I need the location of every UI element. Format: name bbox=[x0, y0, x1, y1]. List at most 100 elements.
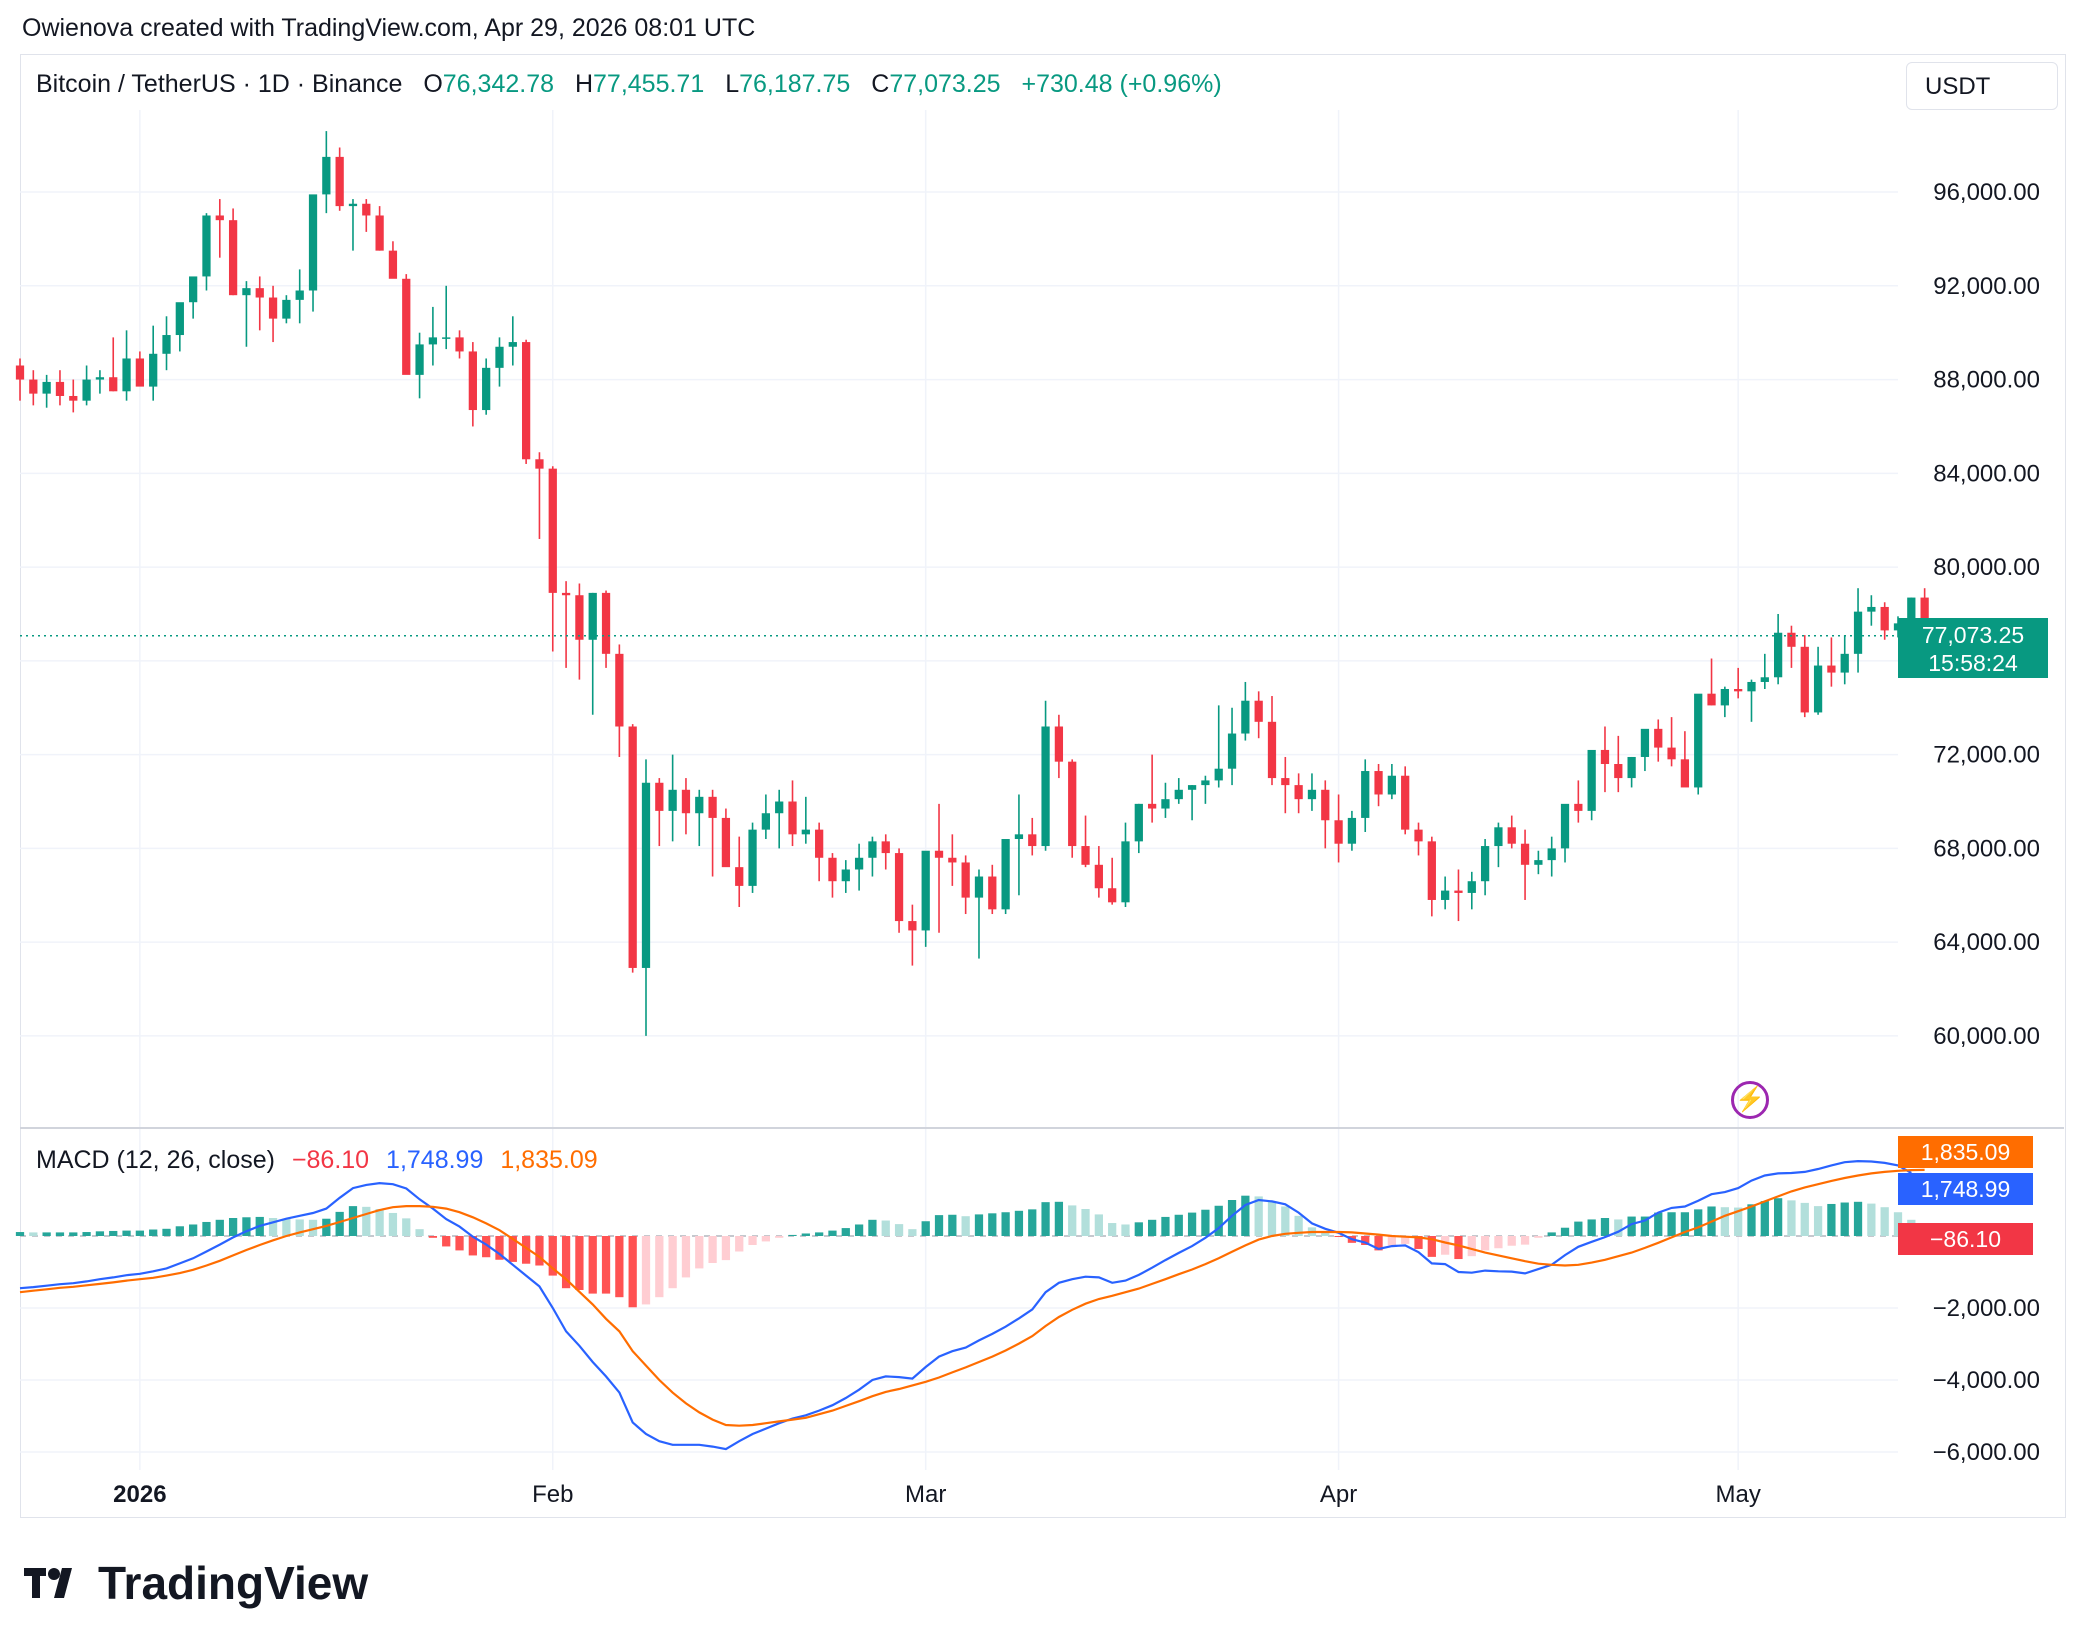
histogram-bar bbox=[1627, 1216, 1636, 1236]
histogram-bar bbox=[1587, 1219, 1596, 1236]
candle-body bbox=[948, 857, 957, 863]
macd-line-value: 1,748.99 bbox=[386, 1146, 484, 1174]
histogram-bar bbox=[775, 1236, 784, 1238]
histogram-bar bbox=[149, 1229, 158, 1236]
histogram-bar bbox=[228, 1218, 238, 1236]
macd-signal-value: 1,835.09 bbox=[500, 1146, 598, 1174]
candle-body bbox=[1174, 789, 1183, 800]
candle-body bbox=[1840, 653, 1849, 673]
candle-body bbox=[1147, 803, 1157, 809]
candle-body bbox=[801, 829, 810, 835]
histogram-bar bbox=[1560, 1227, 1570, 1236]
candle-body bbox=[1187, 785, 1197, 790]
histogram-bar bbox=[841, 1228, 850, 1236]
histogram-bar bbox=[335, 1211, 344, 1236]
histogram-bar bbox=[202, 1221, 211, 1236]
histogram-bar bbox=[868, 1219, 877, 1236]
candle-body bbox=[55, 381, 65, 396]
price-axis-label: 88,000.00 bbox=[1933, 367, 2040, 394]
histogram-bar bbox=[1227, 1200, 1237, 1236]
histogram-bar bbox=[482, 1236, 491, 1258]
histogram-bar bbox=[415, 1229, 424, 1236]
candle-body bbox=[1813, 665, 1823, 713]
candle-body bbox=[162, 335, 171, 354]
candle-body bbox=[388, 250, 398, 279]
candle-body bbox=[122, 358, 131, 392]
close-value: 77,073.25 bbox=[889, 70, 1001, 98]
histogram-bar bbox=[881, 1220, 890, 1236]
histogram-bar bbox=[42, 1232, 51, 1236]
candle-body bbox=[1454, 890, 1463, 893]
histogram-bar bbox=[655, 1236, 664, 1298]
histogram-bar bbox=[628, 1236, 637, 1308]
candle-body bbox=[788, 801, 797, 835]
histogram-bar bbox=[1201, 1209, 1210, 1236]
histogram-bar bbox=[961, 1216, 970, 1236]
candle-body bbox=[748, 829, 757, 886]
close-label: C bbox=[871, 70, 890, 98]
histogram-bar bbox=[82, 1232, 91, 1236]
histogram-bar bbox=[1747, 1204, 1756, 1236]
histogram-bar bbox=[908, 1229, 917, 1236]
histogram-bar bbox=[1281, 1206, 1290, 1236]
histogram-bar bbox=[308, 1219, 318, 1236]
histogram-bar bbox=[1800, 1202, 1809, 1236]
candle-body bbox=[1441, 890, 1450, 900]
histogram-bar bbox=[988, 1213, 997, 1236]
candle-body bbox=[1520, 843, 1530, 865]
candle-body bbox=[1574, 803, 1583, 811]
histogram-bar bbox=[748, 1236, 757, 1245]
candle-body bbox=[934, 850, 944, 858]
histogram-bar bbox=[348, 1206, 358, 1236]
candle-body bbox=[375, 215, 384, 251]
histogram-bar bbox=[1520, 1236, 1530, 1245]
symbol-legend: Bitcoin / TetherUS · 1D · Binance O76,34… bbox=[36, 70, 1222, 99]
lightning-icon[interactable]: ⚡ bbox=[1731, 1081, 1769, 1119]
candle-body bbox=[628, 726, 637, 968]
tradingview-logo[interactable]: TradingView bbox=[24, 1556, 368, 1610]
candle-body bbox=[1387, 775, 1397, 795]
candle-body bbox=[295, 290, 304, 300]
candle-body bbox=[202, 215, 211, 277]
candle-body bbox=[1347, 817, 1357, 844]
histogram-bar bbox=[455, 1236, 464, 1251]
histogram-bar bbox=[828, 1230, 837, 1236]
histogram-bar bbox=[295, 1219, 304, 1236]
price-axis-label: 68,000.00 bbox=[1933, 835, 2040, 862]
histogram-value-tag: −86.10 bbox=[1898, 1223, 2033, 1256]
histogram-bar bbox=[1640, 1216, 1650, 1236]
candle-body bbox=[908, 921, 917, 931]
candle-body bbox=[215, 215, 224, 221]
candle-body bbox=[1241, 700, 1250, 734]
candle-body bbox=[69, 395, 78, 401]
candle-body bbox=[1507, 827, 1516, 844]
candle-body bbox=[974, 876, 984, 898]
histogram-bar bbox=[974, 1214, 984, 1236]
time-axis-label: Apr bbox=[1320, 1481, 1357, 1508]
candle-body bbox=[508, 342, 517, 347]
candle-body bbox=[1747, 681, 1756, 692]
price-axis: 60,000.0064,000.0068,000.0072,000.0076,0… bbox=[1933, 179, 2040, 1466]
currency-selector[interactable]: USDT bbox=[1906, 62, 2058, 110]
candle-body bbox=[1267, 721, 1277, 779]
histogram-bar bbox=[95, 1231, 105, 1236]
candle-body bbox=[15, 365, 25, 380]
candle-body bbox=[1853, 611, 1863, 654]
histogram-bar bbox=[508, 1236, 517, 1262]
candle-body bbox=[1014, 834, 1024, 840]
histogram-bar bbox=[1094, 1214, 1103, 1236]
candle-body bbox=[535, 459, 544, 469]
candle-body bbox=[268, 297, 278, 319]
histogram-bar bbox=[1321, 1232, 1330, 1236]
histogram-bar bbox=[1361, 1236, 1370, 1245]
histogram-bar bbox=[1108, 1223, 1117, 1236]
histogram-bar bbox=[708, 1236, 717, 1263]
candle-body bbox=[1640, 728, 1650, 757]
last-price-tag: 77,073.25 15:58:24 bbox=[1898, 617, 2048, 678]
candle-body bbox=[1227, 733, 1237, 769]
histogram-bar bbox=[934, 1215, 944, 1236]
candle-body bbox=[641, 782, 651, 968]
candle-body bbox=[655, 782, 664, 811]
histogram-bar bbox=[788, 1234, 797, 1236]
